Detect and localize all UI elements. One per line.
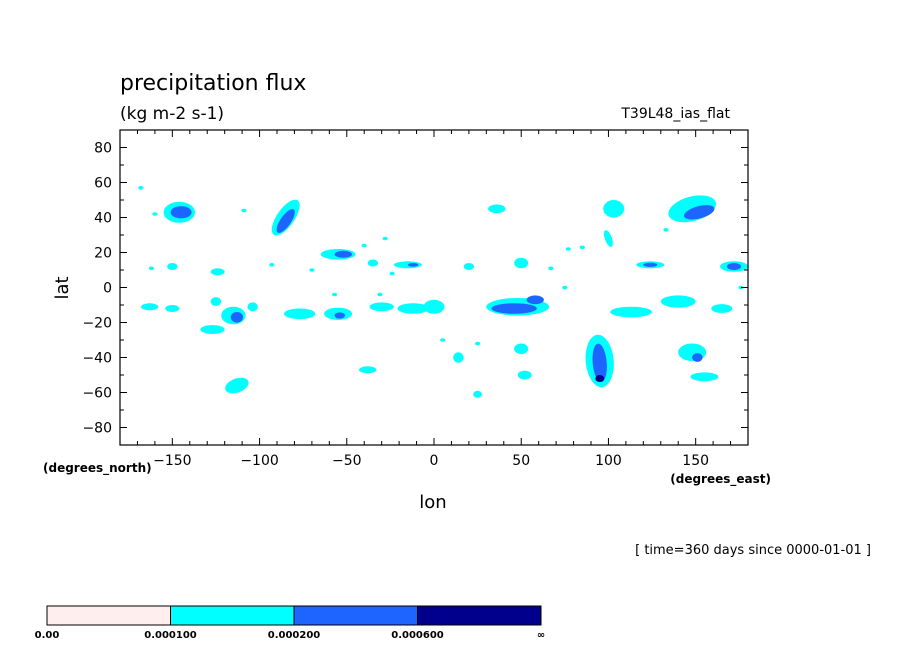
precip-region-19 xyxy=(369,302,394,312)
precip-region-14 xyxy=(165,305,180,312)
y-tick-label: −20 xyxy=(82,316,112,332)
precip-speck-9 xyxy=(565,247,571,251)
precip-region-44 xyxy=(407,263,419,267)
precip-region-37 xyxy=(359,366,377,374)
x-tick-label: 100 xyxy=(595,453,622,469)
x-units-label: (degrees_east) xyxy=(670,472,771,487)
precip-speck-17 xyxy=(440,338,446,342)
time-label: [ time=360 days since 0000-01-01 ] xyxy=(635,543,871,558)
x-axis-label: lon xyxy=(419,492,446,513)
precip-speck-11 xyxy=(562,285,568,290)
x-tick-label: −150 xyxy=(153,453,191,469)
precip-region-50 xyxy=(367,259,379,267)
colorbar-swatch-2 xyxy=(293,605,418,626)
precip-speck-5 xyxy=(148,266,154,271)
precip-speck-8 xyxy=(548,266,554,271)
colorbar-end-label: ∞ xyxy=(537,630,545,641)
precip-region-16 xyxy=(284,308,316,320)
precip-region-26 xyxy=(660,295,696,308)
precip-region-45 xyxy=(514,257,529,269)
precip-region-21 xyxy=(423,299,445,314)
precip-speck-3 xyxy=(361,243,367,248)
y-tick-label: −60 xyxy=(82,386,112,402)
precip-region-42 xyxy=(727,263,741,270)
precip-speck-13 xyxy=(663,228,669,232)
precip-region-34 xyxy=(517,370,532,380)
precip-speck-12 xyxy=(475,341,481,346)
precip-speck-1 xyxy=(152,212,158,216)
colorbar-label-1: 0.000100 xyxy=(144,630,197,641)
precip-region-32 xyxy=(690,372,719,382)
y-units-label: (degrees_north) xyxy=(43,461,152,476)
axis-ticks: −150 −100 −50 0 50 100 150 80 60 40 20 0 −20 −40 −60 −8… xyxy=(82,130,748,469)
y-tick-label: 40 xyxy=(94,211,112,227)
precip-region-48 xyxy=(603,230,613,247)
precip-region-35 xyxy=(514,343,529,355)
precip-region-10 xyxy=(200,325,225,334)
precip-region-13 xyxy=(141,303,159,311)
precip-speck-4 xyxy=(382,236,388,241)
colorbar-label-2: 0.000200 xyxy=(268,630,321,641)
colorbar-label-0: 0.00 xyxy=(35,630,60,641)
precip-region-40 xyxy=(643,262,658,267)
y-tick-label: −80 xyxy=(82,421,112,437)
precip-region-51 xyxy=(711,304,733,313)
plot-frame xyxy=(119,129,749,446)
colorbar-swatch-0 xyxy=(46,605,171,626)
colorbar-label-3: 0.000600 xyxy=(391,630,444,641)
precip-region-23 xyxy=(491,303,537,314)
y-tick-label: 60 xyxy=(94,176,112,192)
precip-region-38 xyxy=(453,352,464,363)
y-tick-label: 20 xyxy=(94,246,112,262)
precip-region-3 xyxy=(276,209,295,233)
colorbar-swatch-1 xyxy=(170,605,295,626)
x-tick-label: 50 xyxy=(512,453,530,469)
precip-region-29 xyxy=(595,375,605,382)
x-tick-label: 150 xyxy=(682,453,709,469)
precip-region-5 xyxy=(334,250,352,258)
precip-region-18 xyxy=(334,312,345,319)
precip-region-31 xyxy=(692,353,703,362)
chart-units: (kg m-2 s-1) xyxy=(120,104,224,124)
y-axis-label: lat xyxy=(52,276,73,299)
precip-region-20 xyxy=(397,303,429,314)
precip-speck-7 xyxy=(377,292,383,297)
chart-title: precipitation flux xyxy=(120,71,306,96)
precip-region-43 xyxy=(393,261,422,269)
y-tick-label: −40 xyxy=(82,351,112,367)
precip-region-47 xyxy=(210,268,225,276)
colorbar: 0.00 0.000100 0.000200 0.000600 xyxy=(35,605,542,641)
precip-region-52 xyxy=(247,302,258,312)
precip-region-49 xyxy=(463,263,475,270)
x-tick-label: −100 xyxy=(240,453,278,469)
precip-speck-2 xyxy=(241,208,247,213)
precip-region-33 xyxy=(225,377,249,394)
precip-speck-0 xyxy=(138,186,144,190)
precip-region-36 xyxy=(473,390,482,398)
precip-speck-6 xyxy=(332,292,338,297)
contour-fill-layer xyxy=(138,186,748,398)
precip-speck-15 xyxy=(269,263,275,267)
y-tick-label: 80 xyxy=(94,141,112,157)
run-label: T39L48_ias_flat xyxy=(620,106,730,122)
precip-region-24 xyxy=(526,295,544,305)
precip-region-1 xyxy=(170,206,192,219)
precip-region-28 xyxy=(592,343,607,383)
precip-region-7 xyxy=(683,205,715,220)
colorbar-swatch-3 xyxy=(417,605,542,626)
x-tick-label: −50 xyxy=(332,453,362,469)
precip-region-15 xyxy=(210,297,222,306)
precip-region-46 xyxy=(167,263,178,270)
precip-speck-10 xyxy=(579,245,585,250)
precip-region-25 xyxy=(610,306,652,318)
precip-region-8 xyxy=(603,200,625,218)
precip-region-12 xyxy=(230,312,243,323)
y-tick-label: 0 xyxy=(103,281,112,297)
precip-speck-18 xyxy=(389,271,395,276)
precip-speck-16 xyxy=(309,268,315,272)
precip-region-9 xyxy=(488,204,506,214)
x-tick-label: 0 xyxy=(430,453,439,469)
